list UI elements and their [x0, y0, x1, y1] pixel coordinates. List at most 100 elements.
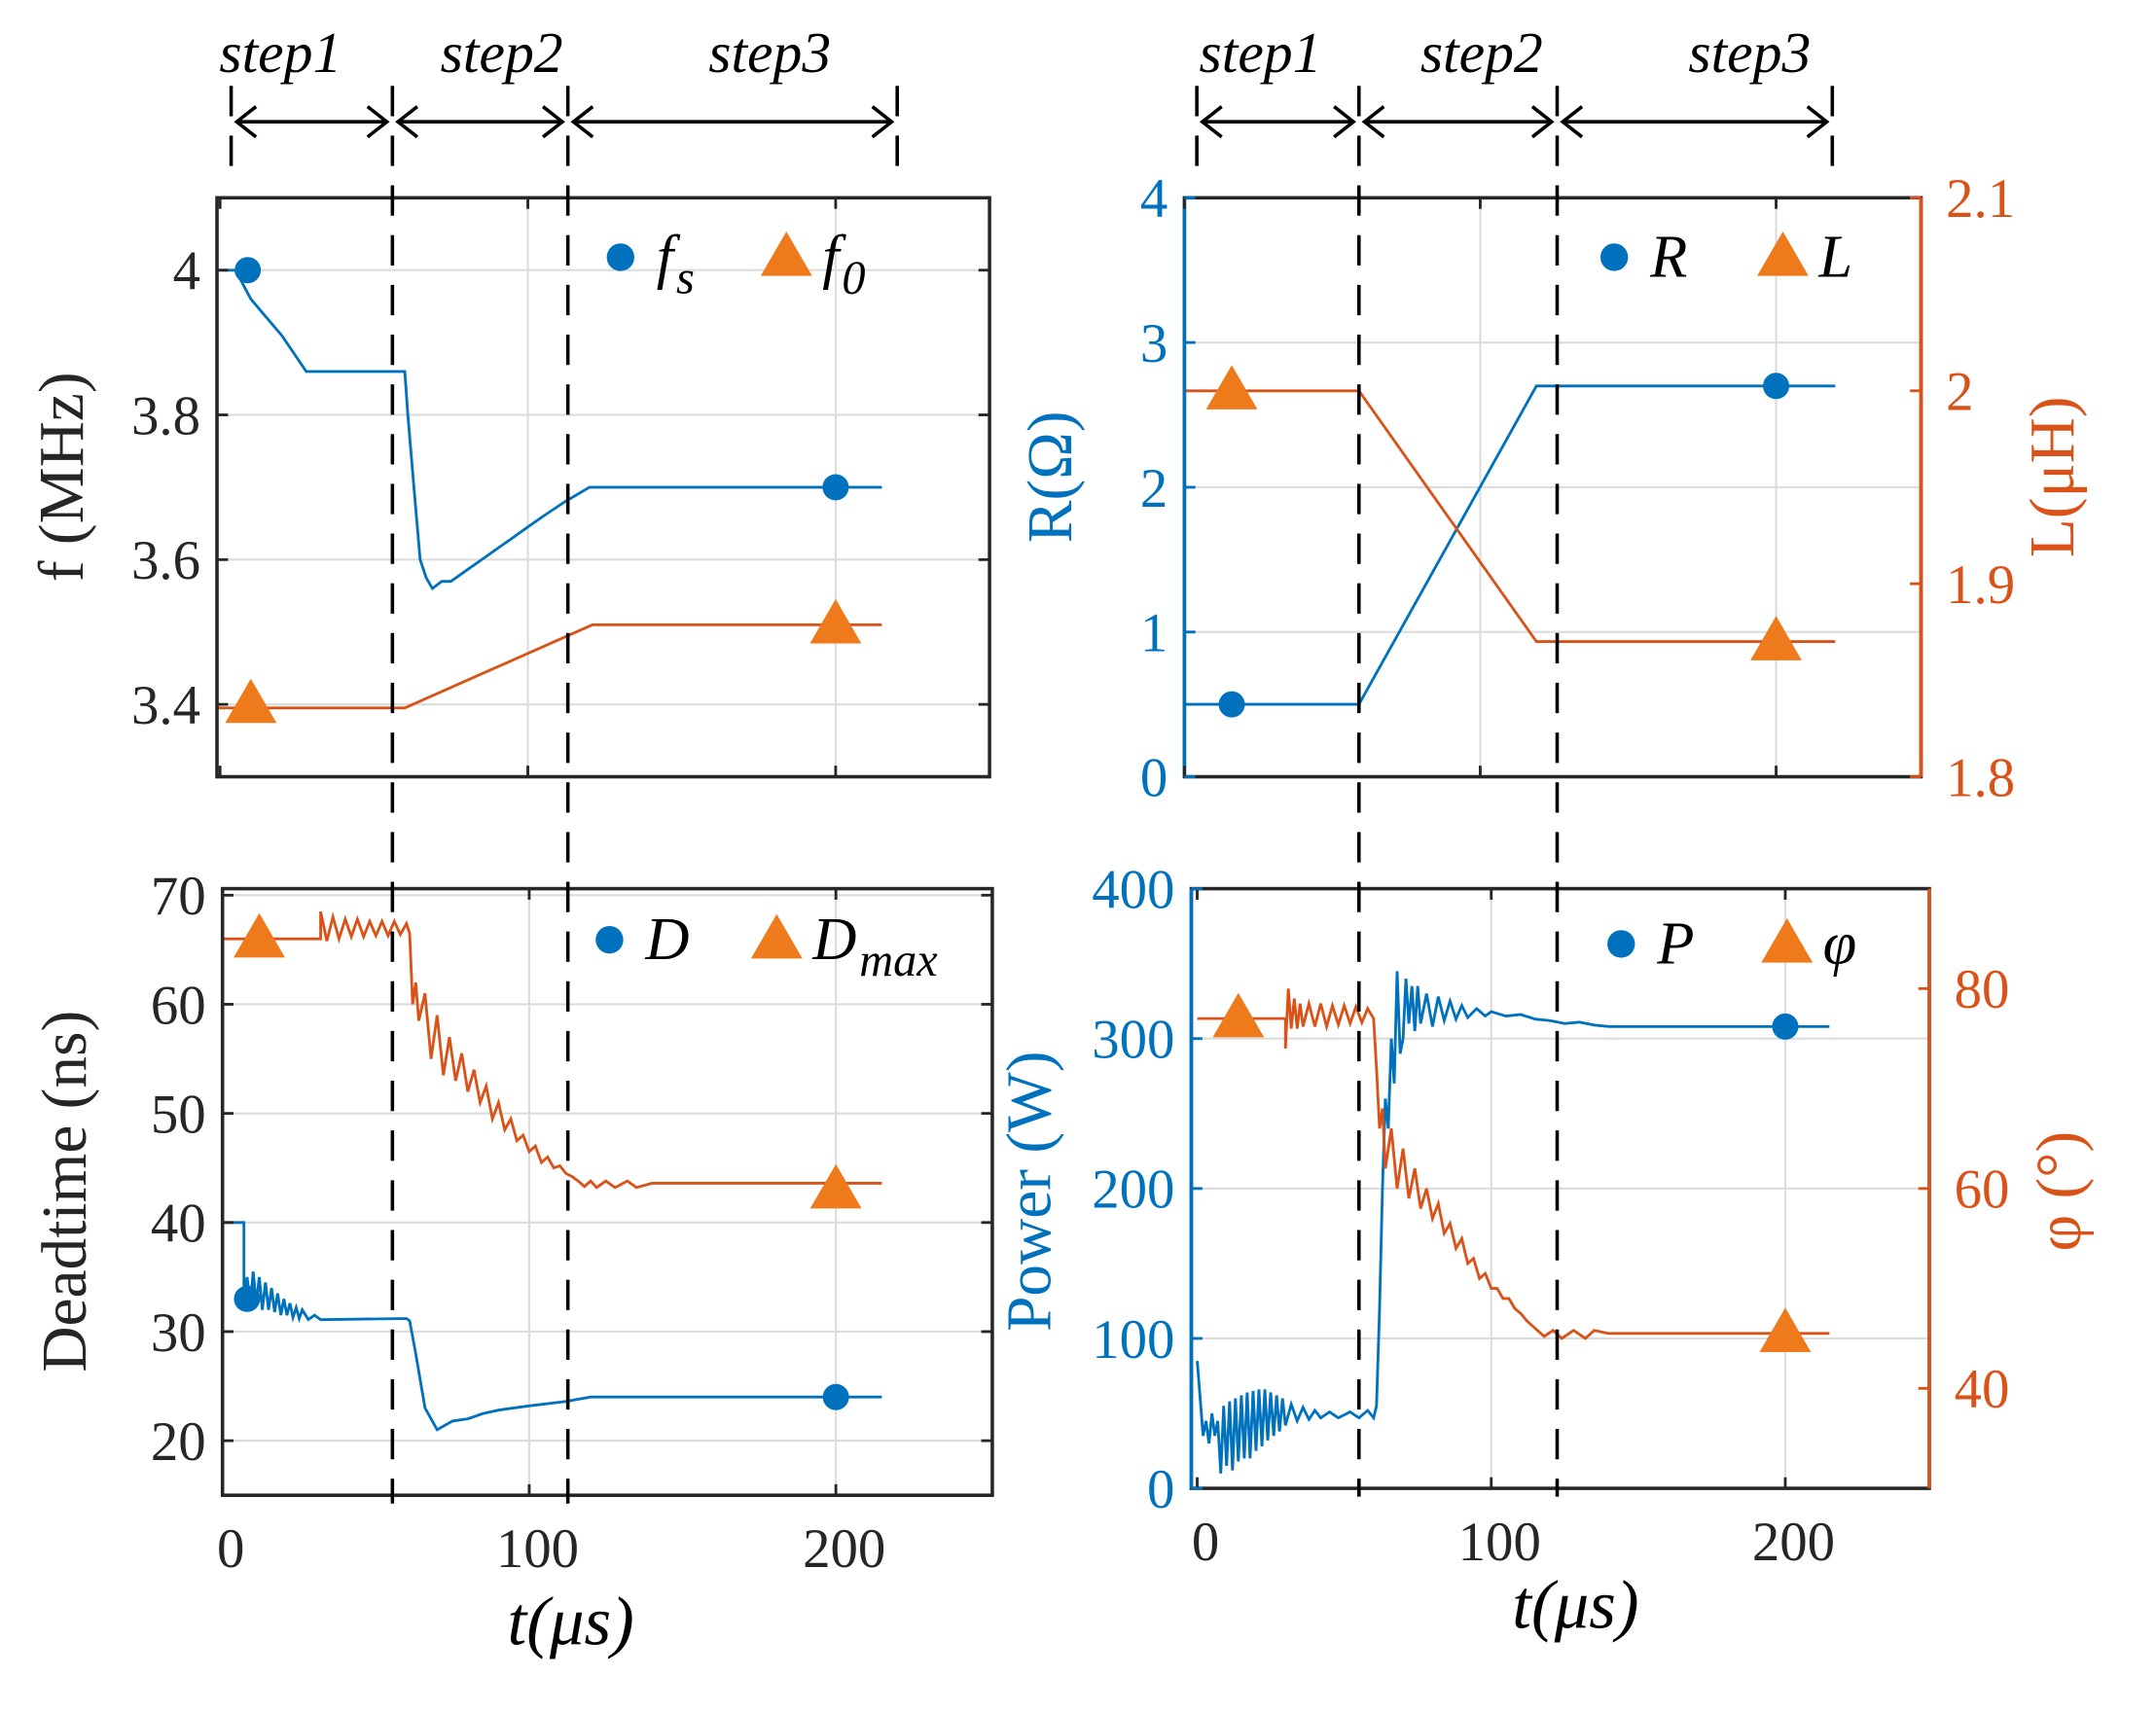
- arrow-head-right-icon: [1333, 105, 1356, 139]
- y-axis-label: f (MHz): [27, 372, 97, 582]
- arrow-head-left-icon: [1560, 105, 1584, 139]
- legend-label-D: D: [644, 905, 689, 973]
- marker-P: [1772, 1013, 1799, 1040]
- series-line-fs: [217, 268, 882, 591]
- y-right-tick-label: 2.1: [1946, 168, 2015, 230]
- step-label: step2: [1420, 20, 1543, 85]
- x-tick-label: 200: [1752, 1512, 1835, 1573]
- step-label: step3: [708, 20, 831, 85]
- marker-R: [1763, 373, 1790, 400]
- marker-fs: [822, 474, 849, 501]
- marker-f0: [809, 598, 862, 644]
- legend-marker-P: [1607, 930, 1635, 958]
- legend: fs f0: [606, 222, 866, 303]
- y-tick-label: 40: [151, 1194, 206, 1255]
- y-tick-label: 3.8: [131, 385, 200, 446]
- arrow-head-right-icon: [1806, 105, 1830, 139]
- legend-label-main: φ: [1823, 909, 1857, 977]
- y-axis-label: Deadtime (ns): [30, 1011, 100, 1372]
- series-line-P: [1196, 971, 1830, 1474]
- y-tick-label: 300: [1092, 1010, 1174, 1071]
- y-right-axis-label: L(μH): [2018, 396, 2088, 557]
- marker-R: [1218, 691, 1245, 718]
- y-tick-label: 3: [1140, 313, 1168, 374]
- step-annotations: step1 step2 step3: [1195, 20, 1835, 1497]
- y-tick-label: 4: [1140, 168, 1168, 230]
- legend-label-sub: max: [859, 935, 938, 986]
- y-right-tick-label: 1.8: [1946, 747, 2015, 808]
- legend: D Dmax: [595, 905, 938, 986]
- y-axis-label: R(Ω): [1016, 410, 1086, 543]
- marker-phi: [1759, 1307, 1812, 1353]
- x-tick-label: 0: [1192, 1512, 1219, 1573]
- legend-marker-Dmax: [750, 913, 803, 959]
- legend-label-L: L: [1817, 222, 1852, 290]
- arrow-head-left-icon: [395, 105, 419, 139]
- marker-Dmax: [234, 912, 285, 958]
- legend-label-R: R: [1649, 222, 1687, 290]
- y-tick-label: 3.4: [131, 675, 200, 736]
- y-tick-label: 30: [151, 1302, 206, 1364]
- marker-Dmax: [809, 1163, 862, 1209]
- arrow-head-right-icon: [542, 105, 565, 139]
- x-axis-label: t(μs): [508, 1585, 634, 1660]
- marker-L: [1205, 365, 1258, 410]
- legend-label-P: P: [1656, 909, 1694, 977]
- legend-marker-R: [1599, 243, 1629, 271]
- arrow-head-left-icon: [570, 105, 594, 139]
- panel-power: 0 100 200 0 100 200 300 400 40 60 80 Power (W) φ (°)…: [995, 859, 2095, 1643]
- axes-box: [220, 886, 994, 1497]
- marker-D: [822, 1383, 849, 1410]
- legend-label-sub: 0: [842, 252, 865, 303]
- series-line-phi: [1197, 988, 1830, 1340]
- marker-phi: [1212, 992, 1265, 1038]
- y-tick-label: 200: [1092, 1159, 1174, 1221]
- arrow-head-left-icon: [1361, 105, 1385, 139]
- y-right-tick-label: 60: [1955, 1159, 2010, 1221]
- series-line-f0: [217, 623, 882, 710]
- series-line-D: [222, 1221, 882, 1432]
- y-right-tick-label: 2: [1946, 362, 1973, 423]
- y-tick-label: 400: [1092, 859, 1174, 920]
- y-tick-label: 0: [1147, 1459, 1174, 1520]
- series-line-Dmax: [222, 910, 882, 1190]
- series-line-L: [1184, 389, 1836, 644]
- legend-marker-phi: [1761, 917, 1814, 963]
- marker-f0: [225, 678, 277, 724]
- y-tick-label: 50: [151, 1085, 206, 1146]
- y-tick-label: 2: [1140, 458, 1168, 519]
- step-label: step1: [1200, 20, 1322, 85]
- arrow-head-left-icon: [234, 105, 258, 139]
- y-tick-label: 1: [1140, 603, 1168, 664]
- step-label: step1: [219, 20, 341, 85]
- legend-label-main: R: [1649, 222, 1687, 290]
- legend-marker-L: [1757, 231, 1809, 276]
- legend-label-phi: φ: [1823, 909, 1857, 977]
- arrow-head-left-icon: [1199, 105, 1223, 139]
- legend-label-Dmax: Dmax: [811, 905, 938, 986]
- series-line-R: [1184, 384, 1836, 706]
- legend-marker-f0: [760, 231, 812, 276]
- axes-box: [215, 196, 991, 779]
- y-tick-label: 20: [151, 1411, 206, 1473]
- x-tick-label: 100: [496, 1518, 579, 1580]
- arrow-head-right-icon: [871, 105, 895, 139]
- legend-label-f0: f0: [822, 222, 865, 303]
- y-tick-label: 60: [151, 975, 206, 1036]
- legend-label-fs: fs: [657, 222, 695, 303]
- y-tick-label: 0: [1140, 747, 1168, 808]
- y-right-tick-label: 1.9: [1946, 554, 2015, 616]
- arrow-head-right-icon: [1530, 105, 1555, 139]
- legend-label-main: D: [644, 905, 689, 973]
- marker-L: [1750, 616, 1802, 660]
- legend-label-main: D: [811, 905, 856, 973]
- marker-fs: [234, 257, 262, 284]
- y-tick-label: 100: [1092, 1309, 1174, 1371]
- y-right-axis-label: φ (°): [2025, 1131, 2095, 1252]
- x-axis-label: t(μs): [1512, 1568, 1638, 1644]
